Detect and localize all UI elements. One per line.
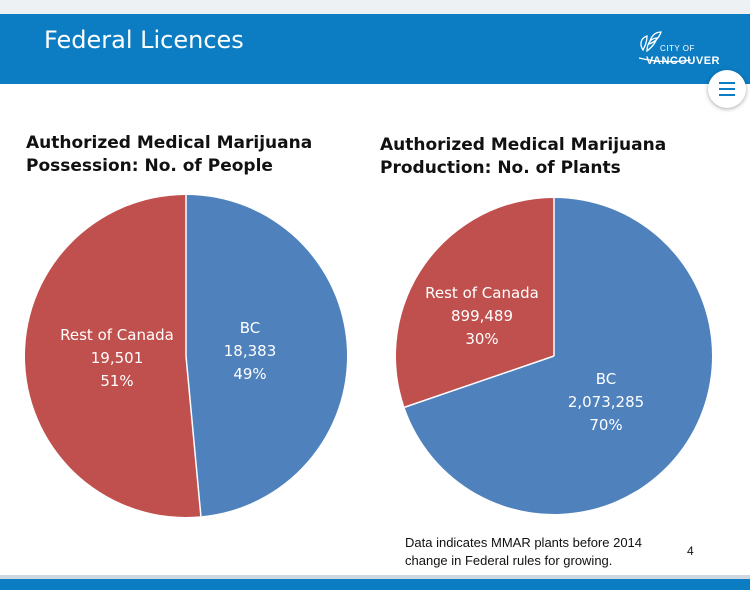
footnote-line1: Data indicates MMAR plants before 2014 <box>405 535 643 550</box>
footnote-line2: change in Federal rules for growing. <box>405 553 613 568</box>
chart2-bc-label-label: BC <box>596 370 617 388</box>
chart2-rest-of-canada-label-label: Rest of Canada <box>425 284 539 302</box>
chart2-rest-of-canada-percent-label: 30% <box>465 330 498 348</box>
city-of-vancouver-logo-icon <box>638 31 692 63</box>
chart1-bc-value-label: 18,383 <box>224 342 277 360</box>
chart1-slice-bc <box>186 195 347 517</box>
chart1-title-line2: Possession: No. of People <box>26 156 273 176</box>
chart2-bc-value-label: 2,073,285 <box>568 393 644 411</box>
logo-text-line1: CITY OF <box>660 44 695 53</box>
chart2-title-line1: Authorized Medical Marijuana <box>380 135 667 155</box>
page-number: 4 <box>687 544 694 558</box>
chart1-slice-rest-of-canada <box>24 195 201 517</box>
chart2-title: Authorized Medical Marijuana Production:… <box>380 134 666 180</box>
page-title: Federal Licences <box>44 26 244 54</box>
chart1-bc-percent-label: 49% <box>233 365 266 383</box>
chart2-slice-bc <box>404 198 712 514</box>
chart1-title: Authorized Medical Marijuana Possession:… <box>26 132 312 178</box>
hamburger-menu-icon-bar <box>719 88 735 90</box>
chart2-title-line2: Production: No. of Plants <box>380 158 621 178</box>
chart1-rest-of-canada-value-label: 19,501 <box>91 349 144 367</box>
top-strip <box>0 0 750 14</box>
hamburger-menu-icon <box>719 82 735 84</box>
chart2-slice-separator <box>404 355 555 408</box>
chart1-slice-separator <box>185 355 202 517</box>
header-bar <box>0 14 750 84</box>
menu-button[interactable] <box>708 70 746 108</box>
chart2-slice-rest-of-canada <box>396 198 554 408</box>
hamburger-menu-icon-bar <box>719 94 735 96</box>
chart1-rest-of-canada-percent-label: 51% <box>100 372 133 390</box>
chart1-rest-of-canada-label-label: Rest of Canada <box>60 326 174 344</box>
chart1-bc-label-label: BC <box>240 319 261 337</box>
chart2-bc-percent-label: 70% <box>589 416 622 434</box>
chart1-title-line1: Authorized Medical Marijuana <box>26 133 313 153</box>
logo-text-line2: VANCOUVER <box>646 55 720 67</box>
footnote: Data indicates MMAR plants before 2014 c… <box>405 534 642 570</box>
bottom-strip-highlight <box>0 575 750 579</box>
chart2-rest-of-canada-value-label: 899,489 <box>451 307 513 325</box>
